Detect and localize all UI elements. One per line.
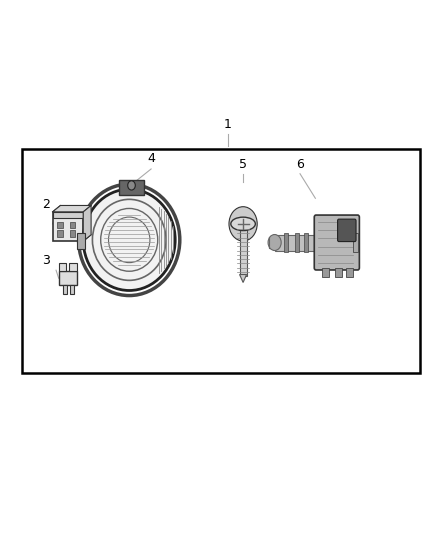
- Bar: [77, 233, 85, 249]
- Text: 2: 2: [42, 198, 50, 211]
- Text: 5: 5: [239, 158, 247, 171]
- Ellipse shape: [83, 189, 175, 290]
- Bar: [59, 263, 67, 271]
- Bar: [322, 268, 329, 277]
- Bar: [304, 233, 308, 252]
- Bar: [53, 212, 83, 219]
- Text: 3: 3: [42, 254, 50, 266]
- Bar: [295, 233, 300, 252]
- Bar: [70, 285, 74, 294]
- Ellipse shape: [231, 217, 255, 231]
- Bar: [70, 230, 75, 237]
- Circle shape: [128, 181, 135, 190]
- Bar: [119, 180, 144, 195]
- Polygon shape: [53, 205, 91, 212]
- Text: 6: 6: [296, 158, 304, 171]
- FancyBboxPatch shape: [314, 215, 359, 270]
- Text: 4: 4: [147, 152, 155, 165]
- Bar: [346, 268, 353, 277]
- Polygon shape: [240, 274, 247, 282]
- Bar: [57, 222, 63, 229]
- Bar: [69, 263, 77, 271]
- Bar: [57, 230, 63, 237]
- Polygon shape: [83, 205, 91, 241]
- Text: 1: 1: [224, 118, 232, 131]
- Bar: [59, 271, 77, 285]
- Circle shape: [229, 207, 257, 241]
- Circle shape: [268, 235, 281, 251]
- Bar: [275, 235, 316, 251]
- Bar: [63, 285, 67, 294]
- Bar: [70, 222, 75, 229]
- FancyBboxPatch shape: [338, 219, 356, 241]
- Bar: [353, 233, 358, 252]
- Bar: [335, 268, 342, 277]
- Bar: [53, 212, 83, 241]
- Bar: [240, 223, 247, 276]
- Bar: [284, 233, 288, 252]
- Bar: [22, 149, 420, 373]
